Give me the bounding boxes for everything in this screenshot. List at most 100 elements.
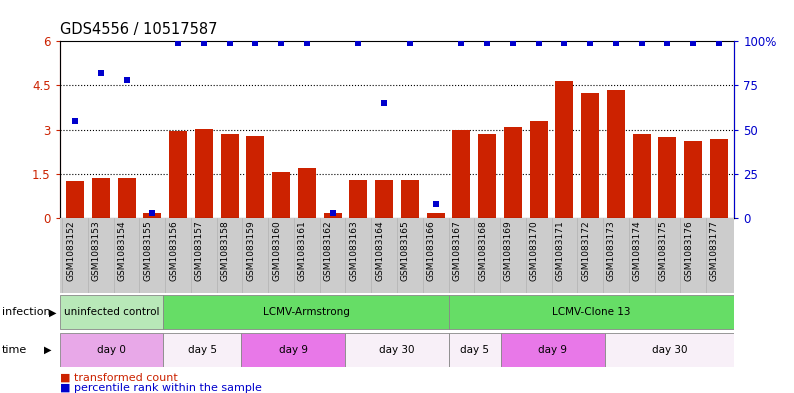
Text: ■ transformed count: ■ transformed count (60, 372, 177, 382)
Point (532, 40, 545, 46)
Bar (60, 333, 164, 367)
Bar (118, 178, 136, 218)
Bar (426, 213, 445, 218)
Point (378, 100, 391, 106)
Point (249, 40, 262, 46)
Bar (478, 134, 496, 218)
Text: GSM1083168: GSM1083168 (478, 220, 488, 281)
Text: GSM1083155: GSM1083155 (143, 220, 152, 281)
Text: infection: infection (2, 307, 50, 318)
Text: uninfected control: uninfected control (64, 307, 160, 318)
Text: GSM1083172: GSM1083172 (581, 220, 590, 281)
Text: GSM1083175: GSM1083175 (658, 220, 668, 281)
Text: day 9: day 9 (538, 345, 567, 355)
Bar (272, 171, 290, 218)
Point (223, 40, 236, 46)
Bar (345, 333, 449, 367)
Bar (684, 141, 702, 218)
Bar (66, 181, 84, 218)
Point (120, 77, 133, 83)
Bar (60, 296, 164, 329)
Point (455, 40, 468, 46)
Text: day 30: day 30 (652, 345, 688, 355)
Point (198, 40, 210, 46)
Bar (298, 168, 316, 218)
Text: GSM1083165: GSM1083165 (401, 220, 410, 281)
Bar (246, 136, 264, 218)
Text: day 9: day 9 (279, 345, 307, 355)
Text: ■ percentile rank within the sample: ■ percentile rank within the sample (60, 383, 261, 393)
Bar (504, 127, 522, 218)
Bar (241, 333, 345, 367)
Bar (169, 131, 187, 218)
Text: GSM1083161: GSM1083161 (298, 220, 306, 281)
Text: GSM1083158: GSM1083158 (221, 220, 229, 281)
Text: GSM1083171: GSM1083171 (556, 220, 565, 281)
Text: GDS4556 / 10517587: GDS4556 / 10517587 (60, 22, 217, 37)
Point (661, 40, 674, 46)
Point (635, 40, 648, 46)
Bar (195, 129, 213, 218)
Text: LCMV-Clone 13: LCMV-Clone 13 (553, 307, 631, 318)
Text: GSM1083160: GSM1083160 (272, 220, 281, 281)
Text: day 5: day 5 (188, 345, 217, 355)
Text: GSM1083167: GSM1083167 (453, 220, 461, 281)
Bar (658, 137, 676, 218)
Bar (164, 296, 449, 329)
Point (481, 40, 494, 46)
Bar (530, 121, 548, 218)
Text: GSM1083169: GSM1083169 (504, 220, 513, 281)
Bar (607, 90, 625, 218)
Bar (449, 296, 734, 329)
Text: GSM1083157: GSM1083157 (195, 220, 204, 281)
Text: GSM1083152: GSM1083152 (66, 220, 75, 281)
Text: LCMV-Armstrong: LCMV-Armstrong (263, 307, 349, 318)
Point (558, 40, 571, 46)
Bar (375, 180, 393, 218)
Bar (633, 134, 651, 218)
Text: GSM1083176: GSM1083176 (684, 220, 693, 281)
Point (403, 40, 416, 46)
Bar (581, 93, 599, 218)
Bar (164, 333, 241, 367)
Point (507, 40, 519, 46)
Bar (324, 213, 341, 218)
Text: day 30: day 30 (380, 345, 414, 355)
Point (610, 40, 622, 46)
Bar (143, 213, 161, 218)
Text: GSM1083159: GSM1083159 (246, 220, 256, 281)
Bar (556, 81, 573, 218)
Bar (710, 139, 728, 218)
Text: day 0: day 0 (97, 345, 126, 355)
Point (300, 40, 313, 46)
Point (326, 210, 339, 216)
Point (172, 40, 184, 46)
Text: GSM1083162: GSM1083162 (324, 220, 333, 281)
Point (687, 40, 700, 46)
Text: GSM1083153: GSM1083153 (92, 220, 101, 281)
Point (430, 201, 442, 207)
Text: GSM1083173: GSM1083173 (607, 220, 616, 281)
Text: ▶: ▶ (44, 345, 51, 355)
Text: GSM1083166: GSM1083166 (426, 220, 436, 281)
Bar (605, 333, 734, 367)
Bar (453, 130, 470, 218)
Text: GSM1083156: GSM1083156 (169, 220, 178, 281)
Point (68, 118, 81, 124)
Text: GSM1083174: GSM1083174 (633, 220, 642, 281)
Text: GSM1083170: GSM1083170 (530, 220, 538, 281)
Text: time: time (2, 345, 27, 355)
Text: ▶: ▶ (49, 307, 56, 318)
Point (94, 70, 107, 76)
Point (146, 210, 159, 216)
Text: GSM1083177: GSM1083177 (710, 220, 719, 281)
Point (275, 40, 287, 46)
Bar (349, 180, 368, 218)
Text: GSM1083154: GSM1083154 (118, 220, 126, 281)
Point (584, 40, 596, 46)
Text: day 5: day 5 (461, 345, 489, 355)
Bar (401, 180, 419, 218)
Point (352, 40, 364, 46)
Bar (501, 333, 605, 367)
Bar (449, 333, 501, 367)
